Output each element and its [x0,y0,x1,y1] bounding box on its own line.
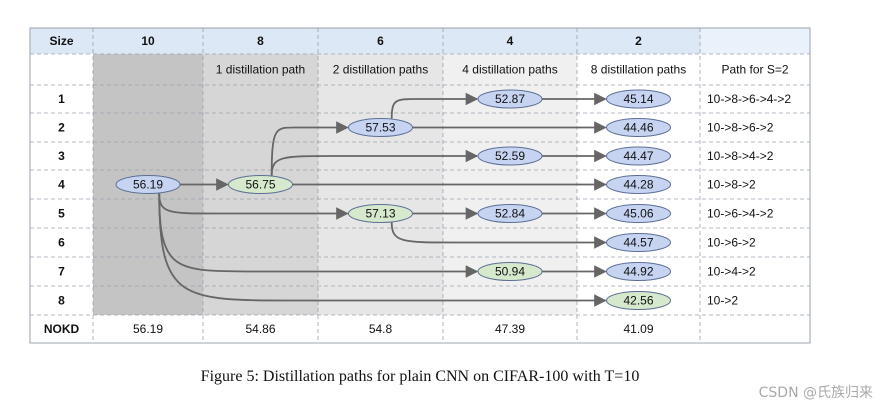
nokd-value-2: 41.09 [623,322,653,336]
node-value-n6b: 57.13 [365,207,395,221]
column-size-4: 4 [507,34,514,48]
path-text-5: 10->6->4->2 [707,207,774,221]
column-subtitle-4: 4 distillation paths [462,63,557,77]
watermark: CSDN @氏族归来 [758,385,873,401]
node-n2h [606,291,671,310]
node-value-n6a: 57.53 [365,121,395,135]
column-subtitle-8: 1 distillation path [216,63,305,77]
row-label-3: 3 [58,149,65,163]
column-subtitle-6: 2 distillation paths [333,63,428,77]
node-value-n2e: 45.06 [623,207,653,221]
node-value-n2d: 44.28 [623,178,653,192]
column-size-8: 8 [257,34,264,48]
node-value-n4d: 50.94 [495,265,525,279]
node-value-n2f: 44.57 [623,236,653,250]
header-row-bg [30,28,700,54]
edge-n6b-n2f [390,222,607,249]
node-n2d [606,175,671,194]
column-subtitle-2: 8 distillation paths [591,63,686,77]
row-label-2: 2 [58,121,65,135]
node-value-n2h: 42.56 [623,294,653,308]
node-n6b [348,204,413,223]
path-text-8: 10->2 [707,294,738,308]
node-n4a [477,89,543,109]
node-n2e [606,204,671,223]
path-text-6: 10->6->2 [707,236,756,250]
node-n4d [477,262,543,281]
table-labels: Size 10 8 1 distillation path 6 2 distillatio… [44,34,792,336]
row-label-5: 5 [58,207,65,221]
row-label-6: 6 [58,236,65,250]
node-value-n4c: 52.84 [495,207,525,221]
column-size-6: 6 [377,34,384,48]
nokd-value-10: 56.19 [133,322,163,336]
row-label-4: 4 [58,178,65,192]
node-n6a [348,118,413,137]
node-value-n4a: 52.87 [495,92,525,106]
node-value-n8: 56.75 [245,178,275,192]
node-n8 [228,175,293,194]
node-value-n2b: 44.46 [623,121,653,135]
edge-n10-n2h [158,193,607,307]
node-n2f [606,233,671,252]
nokd-value-6: 54.8 [369,322,393,336]
header-corner-bg [700,28,810,54]
size-header: Size [49,34,73,48]
path-text-1: 10->8->6->4->2 [707,92,791,106]
row-label-1: 1 [58,92,65,106]
path-text-2: 10->8->6->2 [707,121,774,135]
node-value-n4b: 52.59 [495,149,525,163]
path-text-7: 10->4->2 [707,265,756,279]
node-n2c [606,146,671,166]
figure-caption: Figure 5: Distillation paths for plain C… [200,368,640,385]
nokd-label: NOKD [44,322,80,336]
edge-n8-n6a [270,121,349,176]
nokd-value-8: 54.86 [245,322,275,336]
node-n4c [477,204,543,223]
nokd-value-4: 47.39 [495,322,525,336]
table-border [29,27,811,344]
node-n2b [606,118,671,137]
node-value-n2c: 44.47 [623,149,653,163]
path-text-4: 10->8->2 [707,178,756,192]
node-value-n2g: 44.92 [623,265,653,279]
node-n2g [606,262,671,281]
distillation-edges [158,92,607,307]
accuracy-nodes: 56.19 56.75 57.53 57.13 52.87 52.59 52.84 50.94… [115,89,671,310]
node-n4b [477,146,543,166]
row-label-8: 8 [58,294,65,308]
edge-n6a-n4a [390,92,479,119]
column-size-10: 10 [141,34,155,48]
node-value-n10: 56.19 [133,178,163,192]
node-n2a [606,89,671,109]
path-text-3: 10->8->4->2 [707,149,774,163]
row-label-7: 7 [58,265,65,279]
column-size-2: 2 [635,34,642,48]
path-header: Path for S=2 [721,63,788,77]
edge-n8-n4b [270,149,479,176]
node-value-n2a: 45.14 [623,92,653,106]
node-n10 [115,175,181,194]
